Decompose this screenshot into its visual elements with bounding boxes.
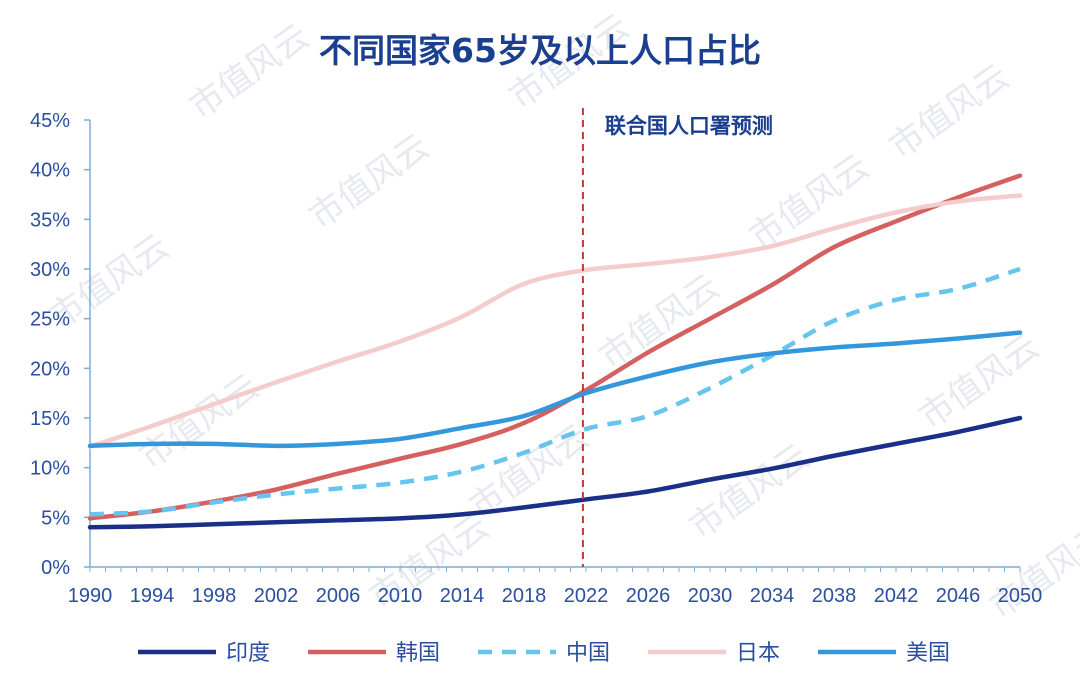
series-line-日本 xyxy=(87,193,1023,450)
legend-label: 美国 xyxy=(906,641,950,666)
x-tick-label: 2010 xyxy=(378,585,423,607)
x-tick-label: 2030 xyxy=(688,585,733,607)
watermark-text: 市值风云 xyxy=(682,437,816,548)
y-tick-label: 10% xyxy=(30,458,70,480)
legend-label: 印度 xyxy=(226,641,270,666)
watermark-text: 市值风云 xyxy=(882,57,1016,168)
forecast-label: 联合国人口署预测 xyxy=(605,114,773,138)
x-tick-label: 2018 xyxy=(502,585,547,607)
x-tick-label: 2034 xyxy=(750,585,795,607)
watermark-text: 市值风云 xyxy=(182,17,316,128)
series-line-美国 xyxy=(87,330,1023,449)
watermark-text: 市值风云 xyxy=(742,147,876,258)
watermark-layer: 市值风云市值风云市值风云市值风云市值风云市值风云市值风云市值风云市值风云市值风云… xyxy=(42,7,1080,628)
x-tick-label: 2042 xyxy=(874,585,919,607)
legend-label: 日本 xyxy=(736,641,780,666)
watermark-text: 市值风云 xyxy=(912,327,1046,438)
legend: 印度 韩国 中国 日本 美国 xyxy=(138,641,950,666)
x-tick-label: 1998 xyxy=(192,585,237,607)
y-axis: 0% 5% 10% 15% 20% 25% 30% 35% 40% 45% xyxy=(30,110,91,579)
legend-label: 中国 xyxy=(566,641,610,666)
y-tick-label: 40% xyxy=(30,160,70,182)
x-tick-label: 2038 xyxy=(812,585,857,607)
forecast-annotation: 联合国人口署预测 xyxy=(581,108,773,567)
x-axis: 1990 1994 1998 2002 2006 2010 2014 2018 2022 2026… xyxy=(68,566,1043,607)
x-tick-label: 2022 xyxy=(564,585,609,607)
y-tick-label: 15% xyxy=(30,408,70,430)
x-tick-label: 2026 xyxy=(626,585,671,607)
y-tick-label: 35% xyxy=(30,209,70,231)
x-tick-label: 2014 xyxy=(440,585,485,607)
chart-title: 不同国家65岁及以上人口占比 xyxy=(319,31,761,70)
series-layer xyxy=(87,173,1023,530)
watermark-text: 市值风云 xyxy=(132,367,266,478)
watermark-text: 市值风云 xyxy=(302,127,436,238)
x-tick-label: 1990 xyxy=(68,585,113,607)
y-tick-label: 5% xyxy=(41,507,70,529)
y-tick-label: 0% xyxy=(41,557,70,579)
y-tick-label: 20% xyxy=(30,358,70,380)
series-line-印度 xyxy=(87,415,1023,530)
y-tick-label: 30% xyxy=(30,259,70,281)
watermark-text: 市值风云 xyxy=(982,517,1080,628)
y-tick-label: 45% xyxy=(30,110,70,132)
x-tick-label: 1994 xyxy=(130,585,175,607)
legend-label: 韩国 xyxy=(396,641,440,666)
x-tick-label: 2046 xyxy=(936,585,981,607)
series-line-中国 xyxy=(89,266,1021,517)
x-tick-label: 2050 xyxy=(998,585,1043,607)
x-tick-label: 2006 xyxy=(316,585,361,607)
y-tick-label: 25% xyxy=(30,309,70,331)
x-tick-label: 2002 xyxy=(254,585,299,607)
